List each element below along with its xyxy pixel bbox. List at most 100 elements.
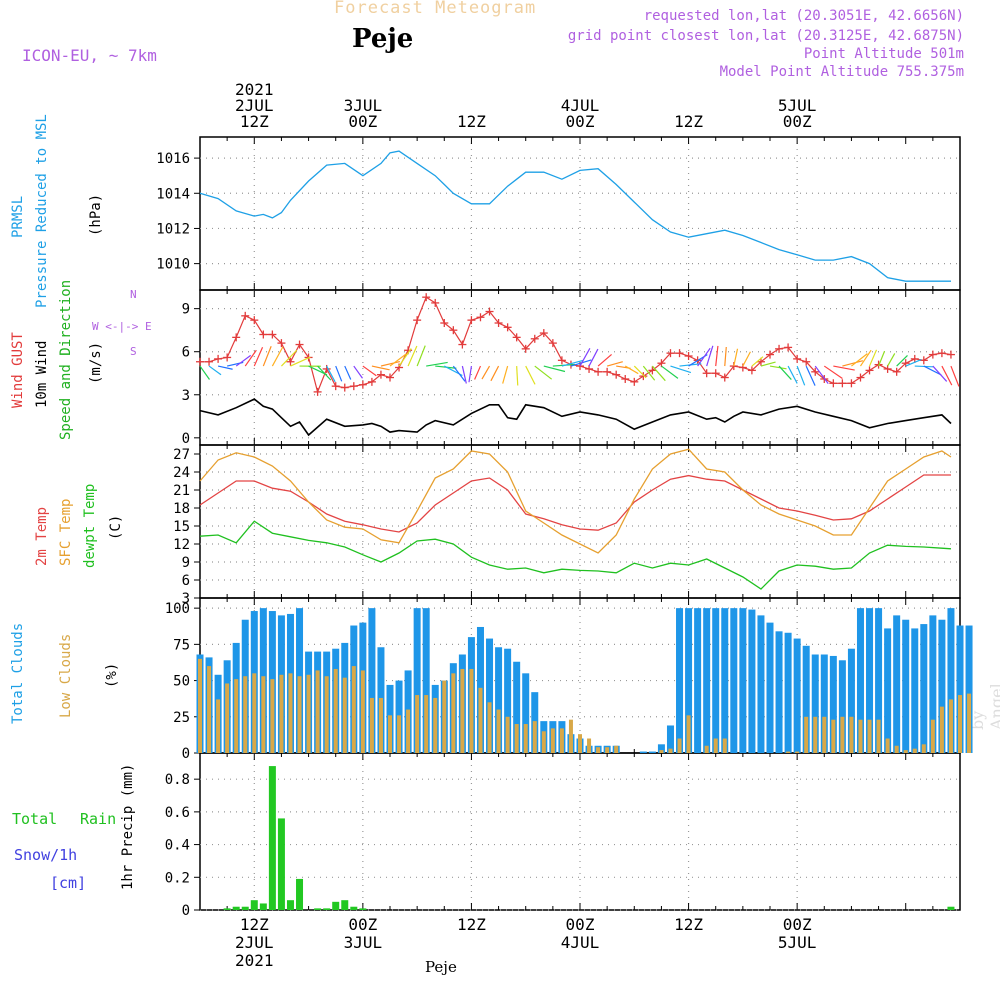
wind-direction-arrow: [561, 359, 584, 367]
wind-direction-arrow: [787, 365, 798, 384]
wind-direction-arrow: [317, 365, 332, 381]
low-cloud-bar: [324, 676, 329, 753]
low-cloud-bar: [369, 697, 374, 753]
wind-direction-arrow: [326, 365, 336, 383]
low-cloud-bar: [686, 715, 691, 753]
time-label-bottom: 00Z: [566, 915, 595, 934]
total-cloud-bar: [838, 660, 846, 753]
wind-direction-arrow: [823, 365, 843, 379]
low-cloud-bar: [252, 673, 257, 753]
total-cloud-bar: [495, 647, 503, 753]
y-tick-label: 21: [173, 483, 190, 499]
y-tick-label: 18: [173, 501, 190, 517]
wind-direction-arrow: [398, 348, 412, 367]
total-cloud-bar: [956, 625, 964, 753]
pressure-line: [199, 150, 951, 282]
y-tick-label: 3: [182, 591, 190, 607]
low-cloud-bar: [514, 724, 519, 753]
temp-dewpt-line: [199, 520, 952, 590]
total-cloud-bar: [820, 654, 828, 753]
low-cloud-bar: [786, 751, 791, 753]
wind-direction-arrow: [481, 365, 491, 380]
wind-direction-arrow: [805, 365, 816, 386]
time-label-bottom: 4JUL: [561, 933, 600, 952]
compass-east-west: W <-|-> E: [92, 320, 152, 333]
total-cloud-bar: [730, 608, 738, 753]
low-cloud-bar: [596, 747, 601, 753]
panel-frame: [199, 444, 961, 599]
low-cloud-bar: [967, 693, 972, 753]
wind-direction-arrow: [280, 349, 298, 367]
panel-frame: [199, 136, 961, 291]
low-cloud-bar: [876, 719, 881, 753]
wind-direction-arrow: [941, 365, 953, 386]
wind-direction-arrow: [642, 365, 656, 381]
total-cloud-bar: [748, 609, 756, 753]
low-cloud-bar: [958, 695, 962, 753]
total-cloud-bar: [703, 608, 711, 753]
low-cloud-bar: [234, 679, 239, 753]
low-cloud-bar: [831, 719, 836, 753]
wind-direction-arrow: [588, 348, 599, 367]
wind-direction-arrow: [353, 365, 363, 379]
wind-direction-arrow: [335, 365, 343, 382]
low-cloud-bar: [550, 728, 555, 753]
total-cloud-bar: [504, 648, 512, 753]
wind-direction-arrow: [452, 365, 466, 382]
wind-direction-arrow: [814, 365, 829, 385]
total-cloud-bar: [721, 608, 729, 753]
wind-direction-arrow: [624, 365, 639, 375]
low-cloud-bar: [342, 677, 347, 753]
total-cloud-bar: [856, 608, 864, 753]
low-cloud-bar: [813, 716, 818, 753]
model-point-altitude: Model Point Altitude 755.375m: [719, 64, 964, 80]
rain-bar: [259, 903, 267, 910]
y-tick-label: 0.2: [165, 870, 190, 886]
wind-direction-arrow: [769, 365, 787, 370]
wind-direction-arrow: [579, 347, 591, 367]
wind-direction-arrow: [426, 361, 448, 367]
wind-direction-arrow: [878, 350, 886, 367]
low-cloud-bar: [505, 716, 510, 753]
low-cloud-bar: [360, 670, 365, 753]
low-cloud-bar: [306, 674, 311, 753]
total-cloud-bar: [902, 619, 910, 753]
low-cloud-bar: [424, 695, 429, 753]
low-cloud-bar: [894, 745, 899, 753]
wind-direction-arrow: [389, 353, 407, 367]
low-cloud-bar: [541, 731, 546, 753]
time-label-bottom: 12Z: [240, 915, 269, 934]
low-cloud-bar: [912, 748, 917, 753]
low-cloud-bar: [378, 697, 383, 753]
y-tick-label: 1016: [156, 151, 190, 167]
total-cloud-bar: [947, 608, 955, 753]
wind-direction-arrow: [597, 353, 612, 367]
total-cloud-bar: [648, 751, 656, 753]
low-cloud-bar: [668, 748, 673, 753]
wind-direction-arrow: [199, 365, 210, 380]
low-cloud-bar: [677, 738, 682, 753]
wind-direction-arrow: [896, 354, 908, 367]
gust-line: [200, 296, 952, 394]
wind-direction-arrow: [633, 365, 647, 379]
wind-direction-arrow: [724, 346, 727, 367]
precip-total-label: Total: [12, 810, 58, 828]
low-cloud-bar: [903, 750, 908, 753]
wind-direction-arrow: [380, 360, 401, 367]
panel-frame: [199, 597, 961, 754]
time-label-top: 12Z: [457, 112, 486, 131]
low-cloud-bar: [351, 666, 356, 753]
wind-direction-arrow: [490, 365, 500, 382]
wind-direction-arrow: [796, 365, 806, 386]
total-cloud-bar: [766, 622, 774, 753]
low-cloud-bar: [270, 679, 275, 753]
y-tick-label: 9: [182, 555, 190, 571]
low-cloud-bar: [795, 751, 800, 753]
time-label-top: 00Z: [348, 112, 377, 131]
time-label-bottom: 00Z: [348, 915, 377, 934]
temp-sfc-line: [199, 448, 952, 554]
wind-direction-arrow: [525, 365, 536, 385]
y-tick-label: 1010: [156, 257, 190, 273]
total-cloud-bar: [513, 661, 521, 753]
y-tick-label: 0: [182, 431, 190, 447]
